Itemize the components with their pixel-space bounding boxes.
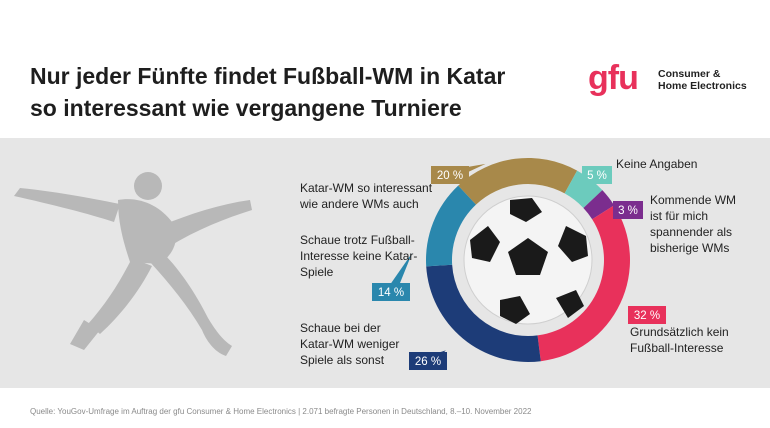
value-badge-box-4	[409, 352, 447, 370]
value-badge-box-2	[613, 201, 643, 219]
value-badge-0: 20 %	[431, 163, 486, 184]
value-label-4: 26 %	[415, 356, 441, 368]
donut-slice-1	[564, 170, 603, 208]
player-silhouette-icon	[14, 172, 252, 356]
soccer-ball-icon	[463, 195, 593, 325]
logo-mark: gfu	[588, 59, 639, 97]
value-badge-box-5	[372, 283, 410, 301]
donut-slice-4	[426, 264, 541, 362]
donut-slice-3	[537, 205, 630, 362]
value-badge-box-3	[628, 306, 666, 324]
value-badge-4: 26 %	[409, 350, 447, 370]
chart-background-band	[0, 138, 770, 388]
value-badge-2: 3 %	[613, 201, 643, 219]
donut-ring	[426, 158, 630, 362]
value-badge-box-0	[431, 166, 469, 184]
slice-label-weniger-spiele: Schaue bei der Katar-WM weniger Spiele a…	[300, 321, 400, 367]
donut-slice-5	[426, 185, 476, 267]
title-line-2: so interessant wie vergangene Turniere	[30, 95, 462, 121]
value-badge-box-1	[582, 166, 612, 184]
value-label-0: 20 %	[437, 170, 463, 182]
value-label-5: 14 %	[378, 287, 404, 299]
page-title: Nur jeder Fünfte findet Fußball-WM in Ka…	[30, 60, 570, 124]
value-label-3: 32 %	[634, 310, 660, 322]
gfu-logo: gfu Consumer & Home Electronics	[588, 60, 758, 100]
logo-text: Consumer & Home Electronics	[658, 68, 747, 92]
value-badges: 20 % 5 % 3 % 32 % 26 % 14 %	[372, 163, 666, 370]
source-note: Quelle: YouGov-Umfrage im Auftrag der gf…	[30, 407, 532, 416]
title-line-1: Nur jeder Fünfte findet Fußball-WM in Ka…	[30, 63, 506, 89]
logo-text-line-2: Home Electronics	[658, 80, 747, 92]
donut-slice-0	[458, 158, 578, 205]
value-label-2: 3 %	[618, 205, 638, 217]
value-badge-1: 5 %	[582, 166, 612, 184]
value-label-1: 5 %	[587, 170, 607, 182]
value-badge-3: 32 %	[628, 306, 666, 324]
slice-label-katar-interessant: Katar-WM so interessant wie andere WMs a…	[300, 181, 433, 211]
slice-label-kommende-wm: Kommende WM ist für mich spannender als …	[650, 193, 737, 255]
value-badge-5: 14 %	[372, 252, 413, 301]
slice-label-kein-interesse: Grundsätzlich kein Fußball-Interesse	[630, 325, 729, 355]
logo-text-line-1: Consumer &	[658, 68, 721, 80]
slice-label-keine-katar-spiele: Schaue trotz Fußball- Interesse keine Ka…	[300, 233, 418, 279]
slice-label-keine-angaben: Keine Angaben	[616, 157, 698, 171]
donut-slice-2	[583, 190, 615, 220]
